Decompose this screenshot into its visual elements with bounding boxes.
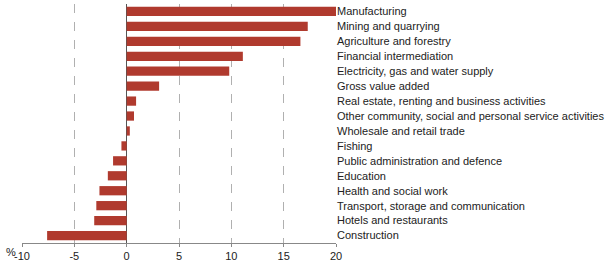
svg-text:Public administration and defe: Public administration and defence bbox=[337, 155, 502, 167]
svg-text:-10: -10 bbox=[14, 250, 30, 262]
svg-text:Agriculture and forestry: Agriculture and forestry bbox=[337, 35, 451, 47]
svg-text:20: 20 bbox=[330, 250, 342, 262]
svg-text:Electricity, gas and water sup: Electricity, gas and water supply bbox=[337, 65, 494, 77]
svg-text:Hotels and restaurants: Hotels and restaurants bbox=[337, 214, 448, 226]
svg-text:0: 0 bbox=[124, 250, 130, 262]
svg-text:Financial intermediation: Financial intermediation bbox=[337, 50, 453, 62]
svg-text:Manufacturing: Manufacturing bbox=[337, 5, 407, 17]
svg-text:Other community, social and pe: Other community, social and personal ser… bbox=[337, 110, 604, 122]
svg-text:Fishing: Fishing bbox=[337, 140, 372, 152]
svg-text:Real estate, renting and busin: Real estate, renting and business activi… bbox=[337, 95, 546, 107]
svg-text:%: % bbox=[6, 246, 16, 258]
svg-text:Transport, storage and communi: Transport, storage and communication bbox=[337, 200, 525, 212]
svg-text:10: 10 bbox=[225, 250, 237, 262]
svg-text:Education: Education bbox=[337, 170, 386, 182]
svg-text:Wholesale and retail trade: Wholesale and retail trade bbox=[337, 125, 465, 137]
svg-text:-5: -5 bbox=[69, 250, 79, 262]
svg-text:Construction: Construction bbox=[337, 229, 399, 241]
svg-text:Mining and quarrying: Mining and quarrying bbox=[337, 20, 440, 32]
svg-text:Gross value added: Gross value added bbox=[337, 80, 429, 92]
svg-text:15: 15 bbox=[278, 250, 290, 262]
svg-text:5: 5 bbox=[176, 250, 182, 262]
svg-text:Health and social work: Health and social work bbox=[337, 185, 448, 197]
